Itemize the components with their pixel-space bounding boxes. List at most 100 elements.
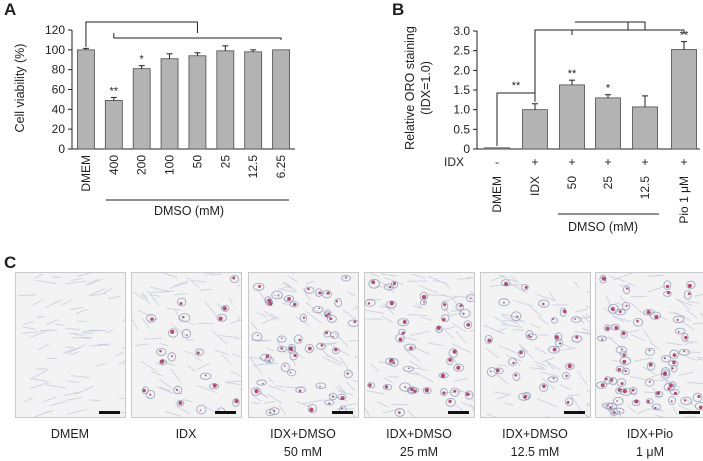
micrograph-cell-streak xyxy=(575,308,588,313)
micrograph-cell-streak xyxy=(108,295,121,300)
micrograph-panel xyxy=(248,272,359,418)
micrograph-cell-streak xyxy=(469,403,474,413)
micrograph-lipid-droplet xyxy=(562,309,567,314)
micrograph-cell-streak xyxy=(493,316,508,326)
micrograph-cell-streak xyxy=(234,337,241,340)
micrograph-cell xyxy=(176,399,185,407)
micrograph-cell-streak xyxy=(97,343,109,346)
micrograph-cell-streak xyxy=(231,353,241,358)
chart-b-ytick-label: 2.5 xyxy=(453,44,470,58)
micrograph-cell-streak xyxy=(497,327,508,333)
micrograph-cell-streak xyxy=(70,351,80,356)
micrograph-cell xyxy=(555,338,563,348)
micrograph-cell-streak xyxy=(196,362,211,370)
chart-b-significance: ** xyxy=(568,68,577,80)
micrograph-cell xyxy=(178,313,191,323)
micrograph-cell-streak xyxy=(182,398,193,403)
micrograph-cell xyxy=(559,307,567,317)
micrograph-lipid-droplet xyxy=(648,362,653,367)
micrograph-cell xyxy=(289,301,299,308)
micrograph-cell-streak xyxy=(174,280,189,287)
micrograph-lipid-droplet xyxy=(654,315,659,320)
chart-a-xtick-label: DMEM xyxy=(79,155,93,192)
micrograph-cell-streak xyxy=(334,386,344,393)
micrograph-lipid-droplet xyxy=(618,411,621,413)
micrograph-lipid-droplet xyxy=(616,400,618,402)
micrograph-lipid-droplet xyxy=(277,294,280,296)
micrograph-lipid-droplet xyxy=(398,337,403,342)
micrograph-lipid-droplet xyxy=(684,335,688,340)
micrograph-lipid-droplet xyxy=(519,350,523,355)
chart-a-bar xyxy=(272,49,290,150)
micrograph-cell-streak xyxy=(204,301,218,317)
micrograph-lipid-droplet xyxy=(436,325,441,331)
micrograph-cell-streak xyxy=(219,335,238,338)
micrograph-cell-streak xyxy=(173,292,188,296)
micrograph-cell-streak xyxy=(305,301,323,317)
micrograph-lipid-droplet xyxy=(257,334,259,337)
micrograph-lipid-droplet xyxy=(283,365,286,367)
micrograph-cell-streak xyxy=(118,397,125,400)
micrograph-panel xyxy=(15,272,126,418)
chart-b-idx-value: + xyxy=(531,155,538,169)
micrograph-cell-streak xyxy=(230,370,241,377)
micrograph-cell-streak xyxy=(509,283,523,287)
chart-b-ytick-label: 3.0 xyxy=(453,24,470,38)
micrograph-cell-streak xyxy=(466,276,474,279)
chart-b-xtick-label: 25 xyxy=(601,176,615,190)
micrograph-cell-streak xyxy=(581,331,590,335)
micrograph-cell xyxy=(177,297,187,307)
micrograph-lipid-droplet xyxy=(222,306,227,311)
micrograph-cell xyxy=(547,376,559,383)
chart-a-bar xyxy=(132,68,151,150)
micrograph-lipid-droplet xyxy=(574,318,576,320)
micrograph-cell-streak xyxy=(22,320,34,326)
micrograph-cell-streak xyxy=(104,329,114,334)
micrograph-label-line1: IDX+DMSO xyxy=(270,427,336,441)
micrograph-cell-streak xyxy=(142,292,148,300)
micrograph-lipid-droplet xyxy=(267,298,272,303)
micrograph-lipid-droplet xyxy=(687,283,692,288)
micrograph-cell-streak xyxy=(375,285,385,288)
chart-a-ytick-label: 20 xyxy=(52,122,66,136)
micrograph-lipid-droplet xyxy=(289,371,292,374)
micrograph-cell xyxy=(614,308,626,316)
chart-a-xtick-label: 6.25 xyxy=(274,155,288,179)
micrograph-lipid-droplet xyxy=(169,329,175,335)
micrograph-cell-streak xyxy=(633,357,653,362)
micrograph-lipid-droplet xyxy=(648,349,651,352)
chart-b-xtick-label: Pio 1 μM xyxy=(677,176,691,224)
micrograph-cell-streak xyxy=(230,319,241,324)
micrograph-cell-streak xyxy=(623,329,640,334)
micrograph-cell xyxy=(289,350,299,361)
micrograph-cell xyxy=(368,278,380,289)
micrograph-cell-streak xyxy=(410,330,431,336)
micrograph-cell-streak xyxy=(77,273,90,277)
micrograph-cell-streak xyxy=(630,302,646,316)
micrograph-lipid-droplet xyxy=(442,391,446,395)
micrograph-lipid-droplet xyxy=(149,393,152,396)
micrograph-cell-streak xyxy=(263,400,276,404)
micrograph-label-line1: IDX xyxy=(175,427,197,441)
micrograph-lipid-droplet xyxy=(604,377,608,381)
micrograph-cell-streak xyxy=(222,354,232,365)
micrograph-image xyxy=(249,273,358,417)
micrograph-cell-streak xyxy=(379,305,396,311)
micrograph-cell xyxy=(315,288,323,297)
micrograph-cell xyxy=(439,388,448,397)
micrograph-cell-streak xyxy=(66,344,86,355)
micrograph-lipid-droplet xyxy=(424,388,430,393)
micrograph-cell-streak xyxy=(694,294,703,297)
micrograph-lipid-droplet xyxy=(273,409,276,412)
micrograph-label-line2: 12.5 mM xyxy=(510,445,560,459)
micrograph-cell-streak xyxy=(199,288,212,291)
micrograph-cell xyxy=(548,345,560,354)
micrograph-cell xyxy=(199,372,212,380)
micrograph-cell-streak xyxy=(699,312,703,318)
chart-b-group-label: DMSO (mM) xyxy=(568,220,638,234)
chart-a: Cell viability (%) DMSO (mM) 0 20 40 60 80 10… xyxy=(13,21,295,218)
chart-a-xtick-label: 100 xyxy=(163,155,177,175)
micrograph-lipid-droplet xyxy=(566,400,570,404)
micrograph-lipid-droplet xyxy=(186,334,188,336)
micrograph-cell-streak xyxy=(496,374,509,385)
